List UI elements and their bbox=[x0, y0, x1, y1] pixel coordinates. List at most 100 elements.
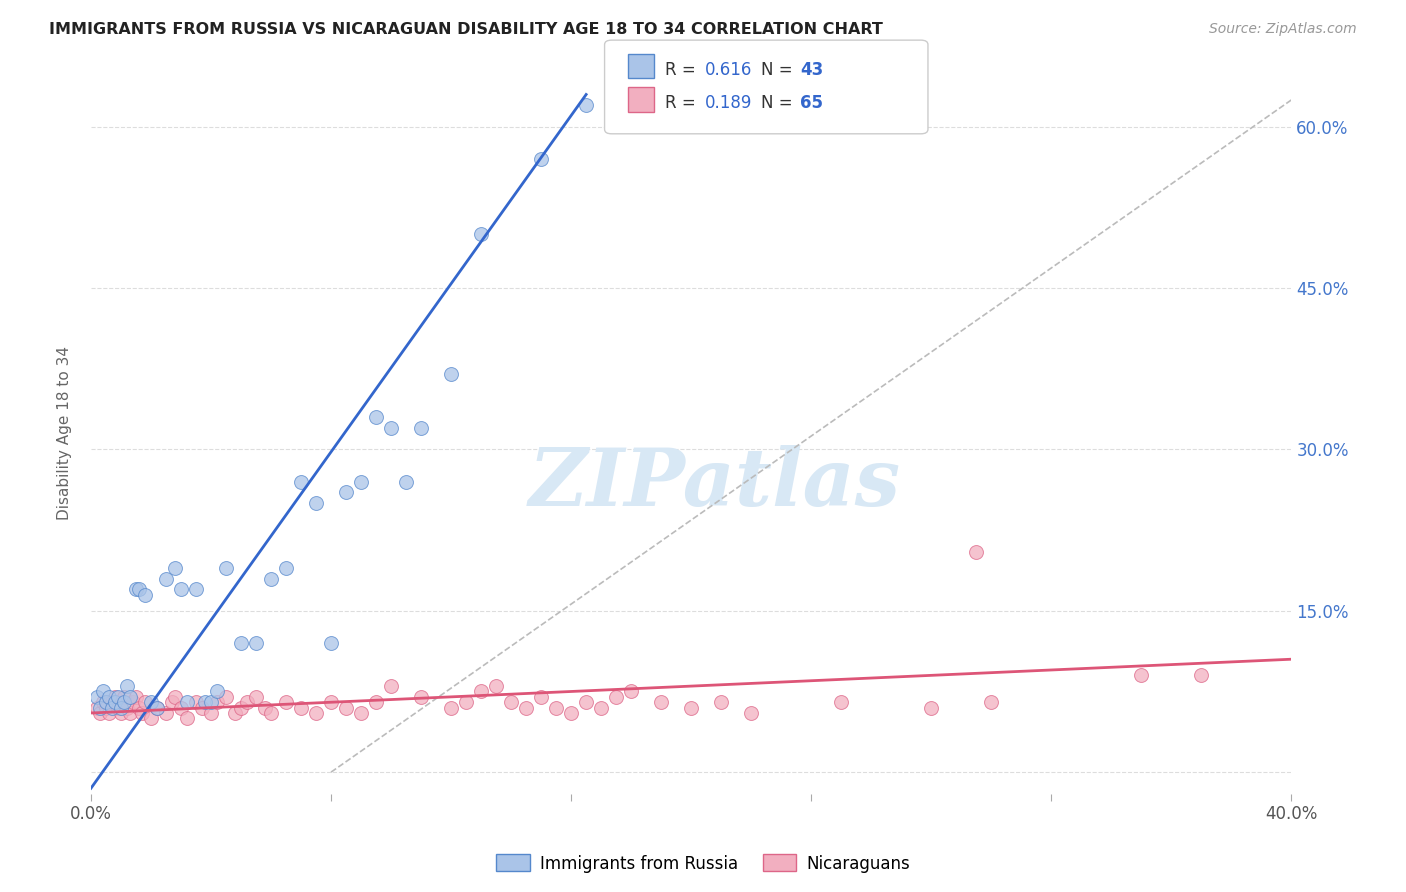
Point bbox=[274, 561, 297, 575]
Text: N =: N = bbox=[761, 94, 797, 112]
Point bbox=[546, 700, 568, 714]
Point bbox=[194, 695, 217, 709]
Text: 0.616: 0.616 bbox=[704, 61, 752, 78]
Point bbox=[260, 706, 283, 720]
Point bbox=[131, 706, 153, 720]
Point bbox=[470, 684, 492, 698]
Point bbox=[350, 706, 373, 720]
Point bbox=[319, 695, 342, 709]
Point bbox=[125, 690, 148, 704]
Point bbox=[104, 695, 127, 709]
Point bbox=[245, 636, 267, 650]
Point bbox=[91, 695, 114, 709]
Point bbox=[380, 679, 402, 693]
Point bbox=[110, 700, 132, 714]
Point bbox=[101, 695, 124, 709]
Text: 0.189: 0.189 bbox=[704, 94, 752, 112]
Point bbox=[229, 700, 252, 714]
Point bbox=[515, 700, 537, 714]
Point bbox=[215, 690, 238, 704]
Point bbox=[205, 684, 228, 698]
Point bbox=[184, 695, 207, 709]
Point bbox=[110, 706, 132, 720]
Point bbox=[146, 700, 169, 714]
Point bbox=[176, 695, 198, 709]
Point bbox=[335, 485, 357, 500]
Point bbox=[740, 706, 762, 720]
Point bbox=[575, 98, 598, 112]
Point bbox=[160, 695, 183, 709]
Point bbox=[501, 695, 523, 709]
Point bbox=[530, 690, 553, 704]
Point bbox=[97, 690, 120, 704]
Point bbox=[86, 690, 108, 704]
Point bbox=[146, 700, 169, 714]
Point bbox=[591, 700, 613, 714]
Point bbox=[350, 475, 373, 489]
Point bbox=[290, 700, 312, 714]
Point bbox=[184, 582, 207, 597]
Point bbox=[86, 700, 108, 714]
Point bbox=[170, 582, 193, 597]
Point bbox=[253, 700, 276, 714]
Point bbox=[274, 695, 297, 709]
Point bbox=[1189, 668, 1212, 682]
Point bbox=[115, 700, 138, 714]
Point bbox=[163, 690, 186, 704]
Point bbox=[470, 227, 492, 242]
Point bbox=[620, 684, 643, 698]
Point bbox=[364, 410, 387, 425]
Point bbox=[305, 706, 328, 720]
Point bbox=[395, 475, 418, 489]
Text: 43: 43 bbox=[800, 61, 824, 78]
Point bbox=[456, 695, 478, 709]
Point bbox=[163, 561, 186, 575]
Point bbox=[650, 695, 672, 709]
Point bbox=[710, 695, 733, 709]
Point bbox=[118, 690, 141, 704]
Text: 65: 65 bbox=[800, 94, 823, 112]
Point bbox=[440, 700, 463, 714]
Point bbox=[980, 695, 1002, 709]
Point bbox=[89, 706, 111, 720]
Point bbox=[224, 706, 246, 720]
Point bbox=[409, 690, 432, 704]
Point bbox=[319, 636, 342, 650]
Point bbox=[139, 711, 162, 725]
Point bbox=[97, 706, 120, 720]
Point bbox=[575, 695, 598, 709]
Point bbox=[200, 695, 222, 709]
Text: Source: ZipAtlas.com: Source: ZipAtlas.com bbox=[1209, 22, 1357, 37]
Point bbox=[89, 700, 111, 714]
Point bbox=[112, 695, 135, 709]
Point bbox=[1130, 668, 1153, 682]
Point bbox=[107, 700, 129, 714]
Point bbox=[104, 690, 127, 704]
Point bbox=[530, 152, 553, 166]
Point bbox=[305, 496, 328, 510]
Point bbox=[245, 690, 267, 704]
Point bbox=[176, 711, 198, 725]
Point bbox=[215, 561, 238, 575]
Point bbox=[260, 572, 283, 586]
Point bbox=[681, 700, 703, 714]
Point bbox=[236, 695, 259, 709]
Point bbox=[112, 690, 135, 704]
Point bbox=[440, 367, 463, 381]
Point bbox=[409, 421, 432, 435]
Y-axis label: Disability Age 18 to 34: Disability Age 18 to 34 bbox=[58, 346, 72, 520]
Point bbox=[364, 695, 387, 709]
Point bbox=[191, 700, 214, 714]
Point bbox=[94, 700, 117, 714]
Text: R =: R = bbox=[665, 94, 702, 112]
Point bbox=[134, 695, 156, 709]
Text: ZIPatlas: ZIPatlas bbox=[529, 445, 901, 523]
Point bbox=[155, 706, 177, 720]
Point bbox=[91, 684, 114, 698]
Point bbox=[155, 572, 177, 586]
Point bbox=[200, 706, 222, 720]
Point bbox=[128, 700, 150, 714]
Point bbox=[485, 679, 508, 693]
Point bbox=[380, 421, 402, 435]
Point bbox=[101, 700, 124, 714]
